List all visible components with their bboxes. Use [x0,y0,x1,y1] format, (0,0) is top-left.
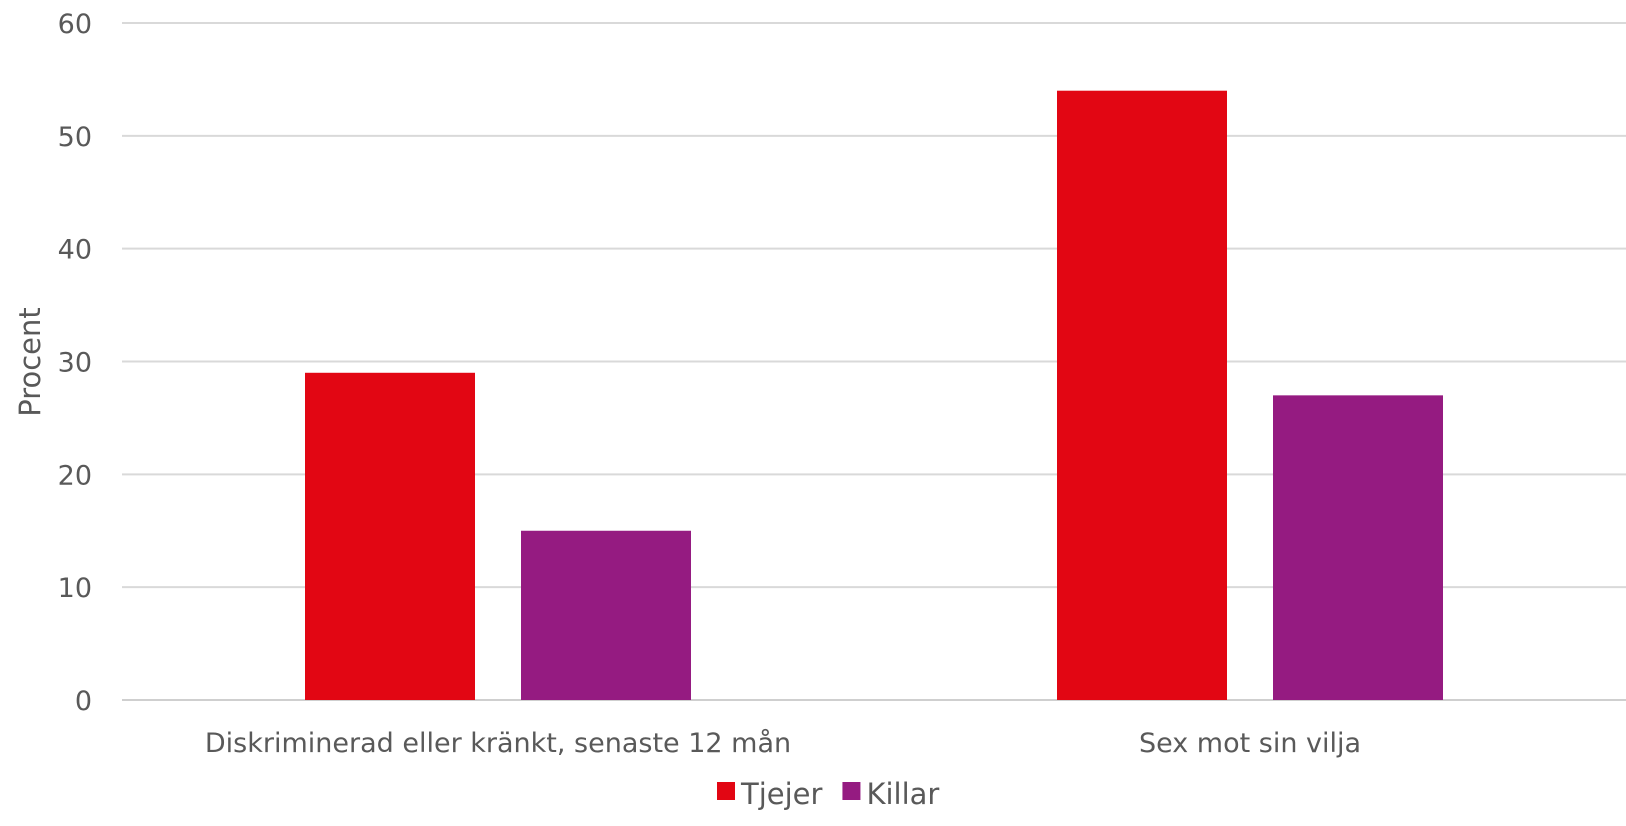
bar-tjejer [1057,90,1227,700]
bars [305,90,1443,700]
x-category-labels: Diskriminerad eller kränkt, senaste 12 m… [205,728,1361,759]
y-axis-title: Procent [13,307,47,417]
y-tick-label: 0 [75,686,92,717]
y-tick-label: 10 [58,573,92,604]
y-tick-label: 50 [58,122,92,153]
legend-label: Tjejer [740,777,823,811]
bar-killar [1273,395,1443,700]
legend-swatch [717,782,735,800]
legend: Tjejer Killar [717,777,939,811]
x-category-label: Sex mot sin vilja [1139,728,1361,759]
y-tick-label: 20 [58,460,92,491]
bar-tjejer [305,372,475,700]
y-tick-label: 60 [58,9,92,40]
legend-swatch [842,782,861,800]
y-tick-label: 30 [58,348,92,379]
legend-label: Killar [866,777,939,811]
x-category-label: Diskriminerad eller kränkt, senaste 12 m… [205,728,791,759]
y-tick-labels: 0 10 20 30 40 50 60 [58,9,92,717]
bar-killar [521,530,691,700]
y-tick-label: 40 [58,235,92,266]
